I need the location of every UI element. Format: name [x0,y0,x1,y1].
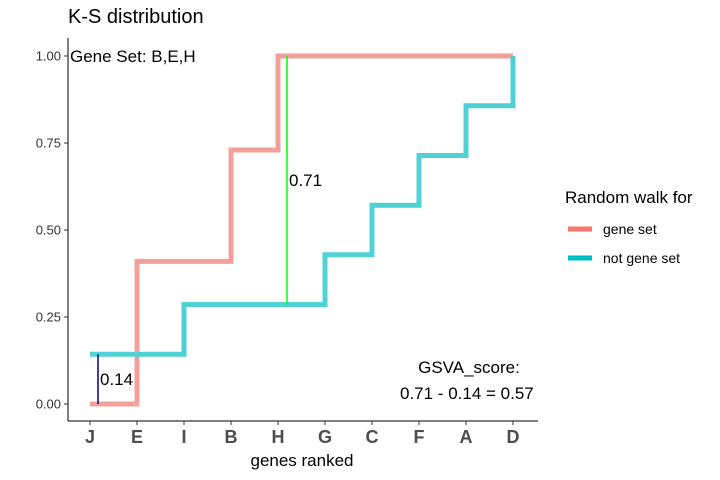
x-tick-label: D [507,427,520,447]
y-tick-label: 0.00 [36,397,61,412]
legend-title: Random walk for [565,188,693,207]
series-line-gene-set [90,53,513,407]
legend-entry-label: not gene set [603,250,680,266]
legend-entry-label: gene set [603,221,657,237]
x-tick-label: I [181,427,186,447]
x-tick-label: H [272,427,285,447]
x-tick-label: J [85,427,95,447]
legend: Random walk for gene set not gene set [565,188,693,266]
gsva-score-title: GSVA_score: [418,358,520,377]
positive-deviation-label: 0.71 [289,171,322,190]
y-tick-label: 0.25 [36,310,61,325]
gene-set-annotation: Gene Set: B,E,H [70,47,196,66]
x-tick-label: F [414,427,425,447]
y-tick-label: 0.75 [36,136,61,151]
series-layer [90,53,516,407]
series-line-not-gene-set [90,56,516,357]
chart-title: K-S distribution [68,6,204,28]
gsva-score-formula: 0.71 - 0.14 = 0.57 [400,384,534,403]
x-tick-label: B [225,427,238,447]
x-tick-label: E [131,427,143,447]
x-tick-label: A [460,427,473,447]
deviation-layer [97,56,288,404]
y-ticks: 0.00 0.25 0.50 0.75 1.00 [36,49,68,412]
x-axis-label: genes ranked [250,451,353,470]
x-tick-label: C [366,427,379,447]
negative-deviation-label: 0.14 [100,370,133,389]
y-tick-label: 1.00 [36,49,61,64]
x-tick-label: G [318,427,332,447]
y-tick-label: 0.50 [36,223,61,238]
